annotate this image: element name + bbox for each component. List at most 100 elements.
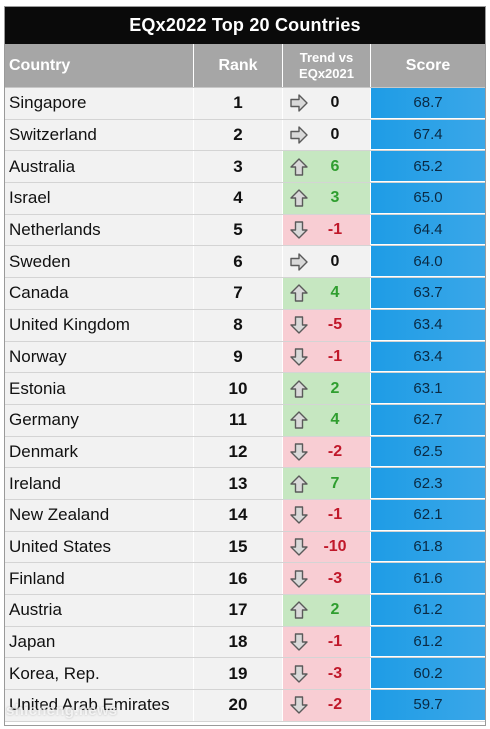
trend-value: 6 [330, 157, 340, 175]
trend-value: 2 [330, 601, 340, 619]
table-row: Japan 18 -1 61.2 [5, 626, 485, 659]
score-value: 61.8 [371, 531, 485, 563]
trend-value: 0 [330, 126, 340, 144]
score-value: 61.6 [371, 563, 485, 594]
table-row: Germany 11 4 62.7 [5, 404, 485, 437]
trend-cell: -1 [283, 499, 371, 531]
country-name: United Kingdom [5, 309, 194, 341]
score-value: 67.4 [371, 119, 485, 151]
trend-value: -1 [327, 221, 343, 239]
country-name: Netherlands [5, 214, 194, 246]
trend-value: 4 [330, 284, 340, 302]
rank-value: 10 [194, 373, 283, 404]
trend-value: 3 [330, 189, 340, 207]
table-row: United States 15 -10 61.8 [5, 531, 485, 564]
rank-value: 4 [194, 183, 283, 214]
rank-value: 8 [194, 309, 283, 341]
score-value: 64.4 [371, 214, 485, 246]
trend-cell: 3 [283, 183, 371, 214]
country-name: Ireland [5, 468, 194, 499]
table-body: Singapore 1 0 68.7 Switzerland 2 0 67.4 Australi… [5, 88, 485, 722]
country-name: Norway [5, 341, 194, 373]
up-arrow-icon [290, 379, 308, 398]
country-name: Singapore [5, 88, 194, 119]
table-row: Korea, Rep. 19 -3 60.2 [5, 658, 485, 691]
score-value: 61.2 [371, 595, 485, 626]
header-trend-line1: Trend vs [299, 49, 354, 65]
score-value: 62.1 [371, 499, 485, 531]
trend-cell: 7 [283, 468, 371, 499]
score-value: 63.1 [371, 373, 485, 404]
table-row: New Zealand 14 -1 62.1 [5, 499, 485, 532]
table-row: United Kingdom 8 -5 63.4 [5, 309, 485, 342]
rank-value: 6 [194, 246, 283, 278]
rank-value: 2 [194, 119, 283, 151]
trend-cell: -1 [283, 341, 371, 373]
rank-value: 7 [194, 278, 283, 309]
table-row: United Arab Emirates 20 -2 59.7 [5, 690, 485, 722]
down-arrow-icon [290, 221, 308, 239]
down-arrow-icon [290, 633, 308, 651]
country-name: Estonia [5, 373, 194, 404]
score-value: 68.7 [371, 88, 485, 119]
score-value: 64.0 [371, 246, 485, 278]
score-value: 59.7 [371, 690, 485, 721]
trend-value: -5 [327, 316, 343, 334]
rank-value: 12 [194, 436, 283, 468]
table-row: Denmark 12 -2 62.5 [5, 436, 485, 469]
trend-cell: 4 [283, 404, 371, 436]
down-arrow-icon [290, 538, 308, 556]
rank-value: 17 [194, 595, 283, 626]
rank-value: 20 [194, 690, 283, 721]
trend-cell: -3 [283, 658, 371, 690]
down-arrow-icon [290, 348, 308, 366]
table-row: Finland 16 -3 61.6 [5, 563, 485, 595]
trend-value: -10 [323, 537, 347, 555]
table-row: Austria 17 2 61.2 [5, 595, 485, 627]
rank-value: 9 [194, 341, 283, 373]
up-arrow-icon [290, 474, 308, 493]
country-name: Korea, Rep. [5, 658, 194, 690]
right-arrow-icon [290, 94, 308, 113]
rank-value: 19 [194, 658, 283, 690]
table-row: Norway 9 -1 63.4 [5, 341, 485, 374]
trend-cell: 0 [283, 88, 371, 119]
rank-value: 15 [194, 531, 283, 563]
header-trend: Trend vs EQx2021 [283, 44, 371, 87]
trend-value: 0 [330, 252, 340, 270]
country-name: Sweden [5, 246, 194, 278]
score-value: 63.7 [371, 278, 485, 309]
table-row: Canada 7 4 63.7 [5, 278, 485, 310]
table-row: Israel 4 3 65.0 [5, 183, 485, 215]
right-arrow-icon [290, 253, 308, 271]
trend-cell: 2 [283, 595, 371, 626]
country-name: Germany [5, 404, 194, 436]
trend-value: -1 [327, 347, 343, 365]
trend-value: 2 [330, 379, 340, 397]
score-value: 61.2 [371, 626, 485, 658]
trend-value: -2 [327, 442, 343, 460]
table-row: Estonia 10 2 63.1 [5, 373, 485, 405]
down-arrow-icon [290, 665, 308, 683]
rank-value: 13 [194, 468, 283, 499]
score-value: 63.4 [371, 309, 485, 341]
rank-value: 16 [194, 563, 283, 594]
trend-value: 4 [330, 411, 340, 429]
header-row: Country Rank Trend vs EQx2021 Score [5, 44, 485, 88]
score-value: 62.7 [371, 404, 485, 436]
country-name: Finland [5, 563, 194, 594]
country-name: Denmark [5, 436, 194, 468]
right-arrow-icon [290, 126, 308, 144]
header-country: Country [5, 44, 194, 87]
up-arrow-icon [290, 284, 308, 303]
rank-value: 3 [194, 151, 283, 183]
score-value: 65.0 [371, 183, 485, 214]
trend-cell: -1 [283, 214, 371, 246]
trend-cell: -3 [283, 563, 371, 594]
score-value: 62.5 [371, 436, 485, 468]
score-value: 65.2 [371, 151, 485, 183]
trend-cell: -2 [283, 690, 371, 721]
table-row: Australia 3 6 65.2 [5, 151, 485, 184]
trend-cell: 0 [283, 246, 371, 278]
trend-cell: -5 [283, 309, 371, 341]
